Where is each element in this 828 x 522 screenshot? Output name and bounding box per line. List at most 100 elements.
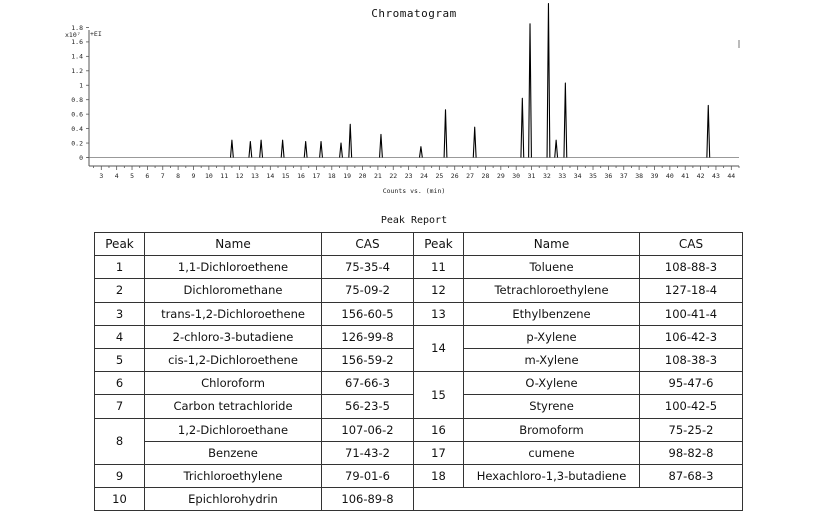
table-row: 6 Chloroform 67-66-3 15 O-Xylene 95-47-6 [94, 371, 743, 419]
chromatogram-peak [472, 126, 477, 158]
compound-name-cell: Bromoform [463, 417, 640, 442]
chromatogram-peak [706, 104, 711, 158]
compound-name-cell: Epichlorohydrin [144, 487, 322, 512]
x-tick-label: 19 [343, 172, 351, 180]
y-tick-label: 0.8 [71, 96, 83, 104]
chromatogram-peak [339, 142, 343, 158]
chromatogram-peak [443, 109, 448, 158]
x-tick-label: 24 [420, 172, 428, 180]
table-header-row: Peak Name CAS Peak Name CAS [94, 231, 743, 257]
x-tick-label: 33 [558, 172, 566, 180]
peak-number-cell: 7 [94, 394, 145, 419]
cas-number-cell: 108-88-3 [639, 255, 743, 280]
x-tick-label: 8 [176, 172, 180, 180]
compound-name-cell: Dichloromethane [144, 278, 322, 303]
y-tick-label: 1.8 [71, 24, 83, 32]
header-peak: Peak [413, 231, 464, 257]
cas-number-cell: 67-66-3 [321, 371, 414, 396]
table-row: 8 1,2-Dichloroethane 107-06-2 16 Bromoform 75… [94, 417, 743, 465]
table-row: 10 Epichlorohydrin 106-89-8 [94, 487, 743, 512]
chromatogram-peak [348, 123, 353, 158]
compound-name-cell: cumene [463, 440, 640, 465]
compound-name-cell: p-Xylene [463, 324, 640, 349]
peak-number-cell: 2 [94, 278, 145, 303]
chromatogram-peak [319, 141, 323, 158]
peak-number-cell: 13 [413, 301, 464, 326]
cas-number-cell: 75-09-2 [321, 278, 414, 303]
chromatogram-peak [418, 146, 423, 158]
x-tick-label: 38 [635, 172, 643, 180]
x-tick-label: 44 [727, 172, 735, 180]
x-tick-label: 23 [405, 172, 413, 180]
chromatogram-peak [259, 139, 264, 158]
y-tick-label: 1.4 [71, 53, 83, 61]
x-tick-label: 31 [528, 172, 536, 180]
peak-number-cell: 1 [94, 255, 145, 280]
empty-cell [413, 487, 743, 512]
x-tick-label: 37 [620, 172, 628, 180]
x-tick-label: 3 [99, 172, 103, 180]
cas-number-cell: 71-43-2 [321, 440, 414, 465]
table-row: 7 Carbon tetrachloride 56-23-5 Styrene 100-4… [94, 394, 743, 419]
x-tick-label: 18 [328, 172, 336, 180]
x-tick-label: 20 [359, 172, 367, 180]
x-tick-label: 16 [297, 172, 305, 180]
compound-name-cell: m-Xylene [463, 347, 640, 373]
y-multiplier-label: x10⁷ [65, 31, 81, 39]
x-tick-label: 43 [712, 172, 720, 180]
x-axis-title: Counts vs. (min) [383, 187, 446, 195]
cas-number-cell: 75-35-4 [321, 255, 414, 280]
x-tick-label: 17 [313, 172, 321, 180]
x-tick-label: 5 [130, 172, 134, 180]
x-tick-label: 32 [543, 172, 551, 180]
header-cas: CAS [639, 231, 743, 257]
peak-number-cell: 17 [413, 440, 464, 465]
x-tick-label: 28 [482, 172, 490, 180]
chromatogram-peak [528, 23, 532, 158]
y-tick-label: 0.4 [71, 125, 83, 133]
x-tick-label: 41 [681, 172, 689, 180]
x-tick-label: 10 [205, 172, 213, 180]
x-tick-label: 7 [161, 172, 165, 180]
cas-number-cell: 87-68-3 [639, 463, 743, 489]
cas-number-cell: 100-42-5 [639, 394, 743, 419]
compound-name-cell: 2-chloro-3-butadiene [144, 324, 322, 349]
cas-number-cell: 79-01-6 [321, 463, 414, 489]
table-row: Benzene 71-43-2 17 cumene 98-82-8 [95, 440, 743, 465]
chromatogram-peak [520, 97, 525, 158]
cas-number-cell: 156-60-5 [321, 301, 414, 326]
cas-number-cell: 98-82-8 [639, 440, 743, 465]
compound-name-cell: trans-1,2-Dichloroethene [144, 301, 322, 326]
peak-number-cell: 11 [413, 255, 464, 280]
compound-name-cell: Carbon tetrachloride [144, 394, 322, 419]
peak-number-cell: 4 [94, 324, 145, 349]
trace-label: +EI [90, 30, 102, 38]
cas-number-cell: 100-41-4 [639, 301, 743, 326]
compound-name-cell: Styrene [463, 394, 640, 419]
x-tick-label: 22 [389, 172, 397, 180]
peak-number-cell: 8 [94, 417, 145, 465]
compound-name-cell: Benzene [144, 440, 322, 465]
x-tick-label: 12 [236, 172, 244, 180]
cas-number-cell: 106-89-8 [321, 487, 414, 512]
chromatogram-peak [379, 133, 383, 158]
y-tick-label: 1.2 [71, 67, 83, 75]
peak-number-cell: 15 [413, 371, 464, 419]
peak-number-cell: 14 [413, 324, 464, 373]
peak-number-cell: 18 [413, 463, 464, 489]
cas-number-cell: 126-99-8 [321, 324, 414, 349]
x-tick-label: 39 [651, 172, 659, 180]
header-cas: CAS [321, 231, 414, 257]
cas-number-cell: 75-25-2 [639, 417, 743, 442]
compound-name-cell: Tetrachloroethylene [463, 278, 640, 303]
chromatogram-peak [280, 139, 285, 158]
cas-number-cell: 95-47-6 [639, 371, 743, 396]
y-tick-label: 0.6 [71, 110, 83, 118]
cas-number-cell: 56-23-5 [321, 394, 414, 419]
chart-title: Chromatogram [371, 7, 457, 20]
x-tick-label: 30 [512, 172, 520, 180]
peak-number-cell: 3 [94, 301, 145, 326]
compound-name-cell: cis-1,2-Dichloroethene [144, 347, 322, 373]
peak-report-title: Peak Report [380, 215, 448, 226]
x-tick-label: 15 [282, 172, 290, 180]
